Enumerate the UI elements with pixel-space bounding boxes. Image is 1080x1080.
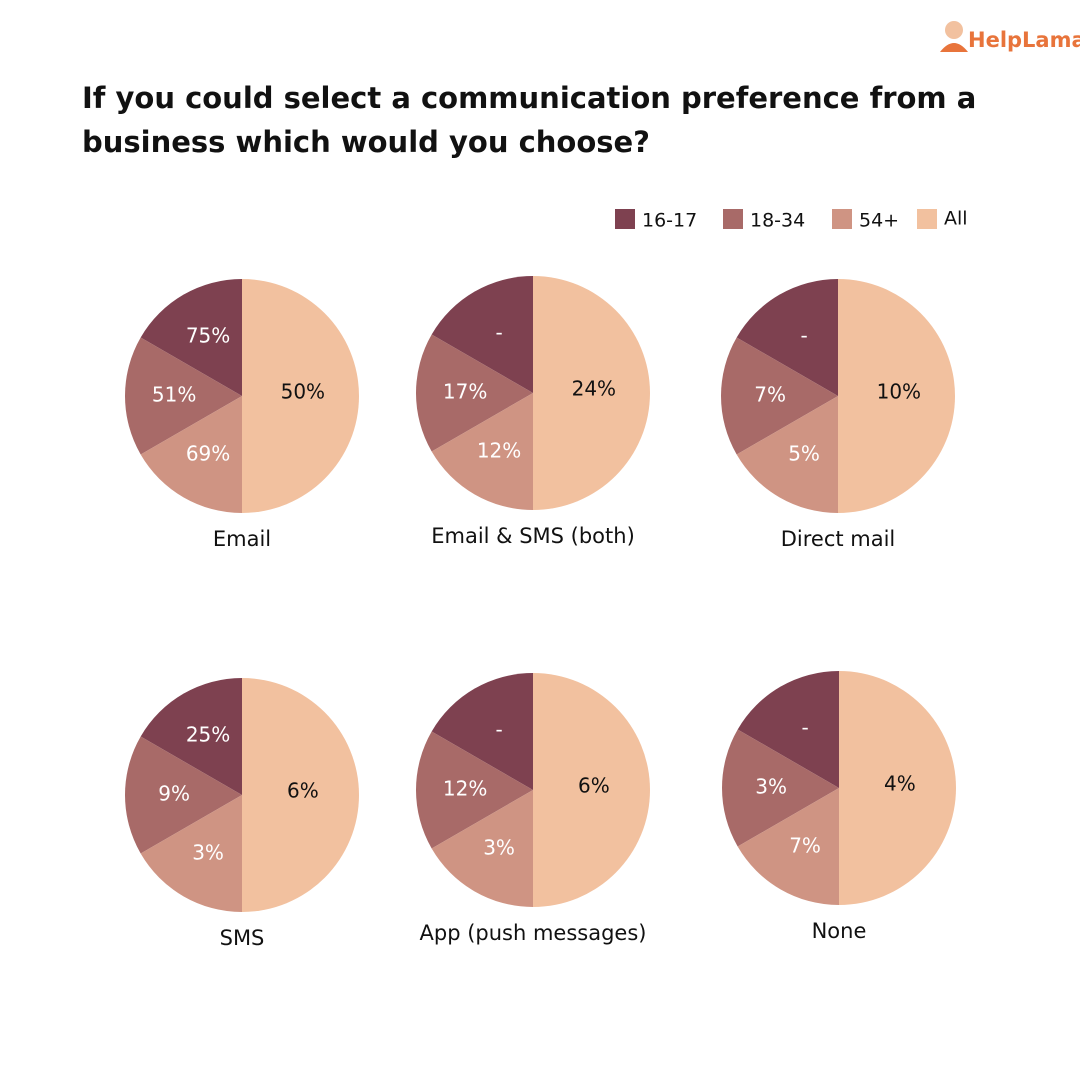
slice-label: - xyxy=(495,718,502,742)
pie-slice xyxy=(737,671,839,788)
slice-label: 9% xyxy=(158,782,190,806)
slice-label: 6% xyxy=(287,779,319,803)
legend-label: All xyxy=(944,208,968,230)
logo-icon-body xyxy=(940,43,968,52)
pie-slice xyxy=(533,673,650,907)
pie-slice xyxy=(124,337,242,455)
legend-swatch xyxy=(615,209,635,229)
pie-slice xyxy=(125,736,242,854)
pie-slice xyxy=(140,279,242,396)
pie-title: None xyxy=(812,919,867,943)
slice-label: 17% xyxy=(443,380,487,404)
slice-label: 4% xyxy=(884,772,916,796)
pie-title: Email & SMS (both) xyxy=(431,524,635,548)
pie-slice xyxy=(242,279,359,513)
slice-label: 25% xyxy=(186,723,230,747)
pie-slice xyxy=(721,337,838,455)
pie-slice xyxy=(431,276,533,393)
pie-slice xyxy=(722,729,839,847)
pie-slice xyxy=(736,396,838,513)
slice-label: 12% xyxy=(477,438,521,462)
slice-label: - xyxy=(800,324,807,348)
pie-slice xyxy=(431,673,533,790)
pie-title: Email xyxy=(213,527,271,551)
legend-label: 54+ xyxy=(859,210,899,232)
legend-swatch xyxy=(832,209,852,229)
slice-label: 24% xyxy=(572,377,616,401)
slice-label: 12% xyxy=(443,777,487,801)
slice-label: 51% xyxy=(152,383,196,407)
pie-slice xyxy=(140,795,242,912)
slice-label: 3% xyxy=(755,775,787,799)
slice-label: 7% xyxy=(754,383,786,407)
pie-slice xyxy=(140,678,242,795)
slice-label: - xyxy=(801,716,808,740)
pie-title: Direct mail xyxy=(781,527,896,551)
slice-label: 50% xyxy=(281,380,325,404)
legend-label: 18-34 xyxy=(750,210,805,232)
pie-slice xyxy=(140,396,242,513)
legend-label: 16-17 xyxy=(642,210,697,232)
pie-slice xyxy=(533,276,650,510)
pie-title: App (push messages) xyxy=(420,921,647,945)
slice-label: 69% xyxy=(186,441,230,465)
slice-label: 5% xyxy=(788,441,820,465)
pie-title: SMS xyxy=(220,926,265,950)
pie-slice xyxy=(431,790,533,907)
pie-slice xyxy=(415,334,533,452)
pie-slice xyxy=(737,788,839,905)
pie-slice xyxy=(242,678,359,912)
pie-slice xyxy=(839,671,956,905)
logo-icon-head xyxy=(945,21,963,39)
legend-swatch xyxy=(723,209,743,229)
slice-label: 75% xyxy=(186,324,230,348)
slice-label: - xyxy=(495,321,502,345)
pie-slice xyxy=(838,279,955,513)
legend-swatch xyxy=(917,209,937,229)
slice-label: 7% xyxy=(789,833,821,857)
chart-title: If you could select a communication pref… xyxy=(82,81,977,159)
pie-slice xyxy=(415,731,533,849)
slice-label: 10% xyxy=(877,380,921,404)
logo: HelpLama xyxy=(968,28,1080,52)
pie-slice xyxy=(431,393,533,510)
pie-slice xyxy=(736,279,838,396)
slice-label: 3% xyxy=(192,840,224,864)
slice-label: 3% xyxy=(483,835,515,859)
slice-label: 6% xyxy=(578,774,610,798)
